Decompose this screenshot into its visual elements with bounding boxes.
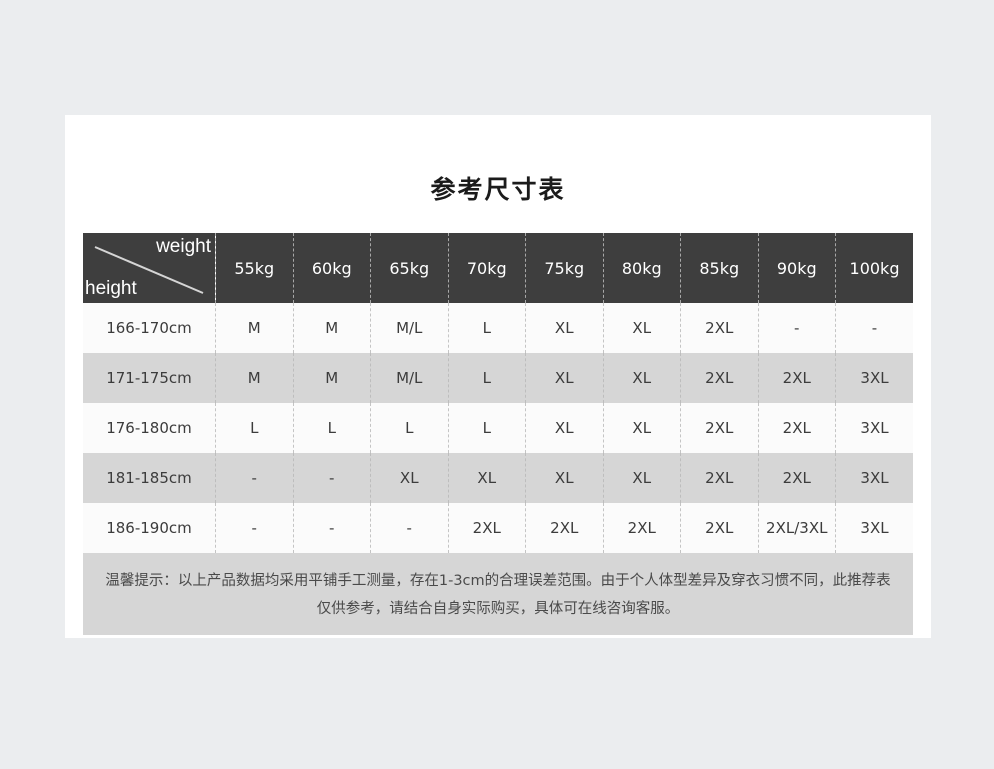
size-cell: -	[370, 503, 449, 553]
column-header-85kg: 85kg	[680, 233, 759, 303]
size-cell: XL	[525, 353, 604, 403]
size-cell: 2XL	[758, 403, 836, 453]
size-cell: 3XL	[860, 369, 889, 387]
row-header-height: 181-185cm	[83, 453, 216, 503]
size-cell: L	[448, 403, 526, 453]
size-cell: 2XL/3XL	[758, 503, 836, 553]
size-cell: XL	[448, 453, 526, 503]
size-cell: 2XL	[603, 503, 681, 553]
size-cell: -	[215, 453, 294, 503]
table-row: 176-180cm L L L L XL XL 2XL 2XL 3XL	[83, 403, 913, 453]
corner-header-cell: weight height	[83, 233, 216, 303]
table-row: 166-170cm M M M/L L XL XL 2XL - -	[83, 303, 913, 353]
size-cell: L	[215, 403, 294, 453]
page-title: 参考尺寸表	[430, 175, 566, 204]
size-cell: L	[448, 353, 526, 403]
size-cell: XL	[603, 303, 681, 353]
size-cell: M	[293, 303, 371, 353]
diagonal-divider-icon	[94, 246, 204, 294]
size-chart-card: 参考尺寸表 weight height 55kg 60kg	[65, 115, 931, 638]
corner-height-label: height	[85, 278, 137, 299]
size-cell: -	[215, 503, 294, 553]
size-cell: 2XL	[448, 503, 526, 553]
size-cell: -	[293, 453, 371, 503]
size-cell: XL	[370, 453, 449, 503]
size-cell: 2XL	[680, 503, 759, 553]
column-header-80kg: 80kg	[603, 233, 681, 303]
row-header-height: 176-180cm	[83, 403, 216, 453]
size-table-body: 166-170cm M M M/L L XL XL 2XL - - 171-17…	[83, 303, 913, 553]
size-table-header: weight height 55kg 60kg 65kg 70kg 75kg 8…	[83, 233, 913, 303]
column-header-60kg: 60kg	[293, 233, 371, 303]
size-table-container: weight height 55kg 60kg 65kg 70kg 75kg 8…	[83, 233, 913, 553]
table-row: 186-190cm - - - 2XL 2XL 2XL 2XL 2XL/3XL …	[83, 503, 913, 553]
size-cell: XL	[525, 403, 604, 453]
size-cell: -	[758, 303, 836, 353]
table-row: 181-185cm - - XL XL XL XL 2XL 2XL 3XL	[83, 453, 913, 503]
column-header-90kg: 90kg	[758, 233, 836, 303]
column-header-70kg: 70kg	[448, 233, 526, 303]
size-cell: 2XL	[680, 303, 759, 353]
size-cell: 2XL	[680, 353, 759, 403]
size-cell: M	[215, 353, 294, 403]
size-cell: 2XL	[525, 503, 604, 553]
corner-weight-label: weight	[156, 236, 211, 257]
size-cell: -	[293, 503, 371, 553]
size-cell: M/L	[370, 303, 449, 353]
size-cell: XL	[603, 353, 681, 403]
size-cell: L	[448, 303, 526, 353]
size-cell: XL	[525, 453, 604, 503]
size-cell: XL	[525, 303, 604, 353]
column-header-100kg: 100kg	[849, 258, 900, 278]
size-cell: M	[293, 353, 371, 403]
size-cell: 2XL	[758, 453, 836, 503]
row-header-height: 171-175cm	[83, 353, 216, 403]
size-cell: L	[293, 403, 371, 453]
size-cell: M	[215, 303, 294, 353]
size-cell: XL	[603, 403, 681, 453]
column-header-65kg: 65kg	[370, 233, 449, 303]
size-cell: 3XL	[860, 469, 889, 487]
header-row: weight height 55kg 60kg 65kg 70kg 75kg 8…	[83, 233, 913, 303]
size-cell: 3XL	[860, 419, 889, 437]
measurement-note: 温馨提示：以上产品数据均采用平铺手工测量，存在1-3cm的合理误差范围。由于个人…	[83, 553, 913, 635]
size-cell: 2XL	[680, 403, 759, 453]
size-cell: M/L	[370, 353, 449, 403]
size-cell: 2XL	[680, 453, 759, 503]
row-header-height: 186-190cm	[83, 503, 216, 553]
size-cell: L	[370, 403, 449, 453]
size-cell: XL	[603, 453, 681, 503]
size-cell: -	[871, 319, 878, 337]
column-header-75kg: 75kg	[525, 233, 604, 303]
size-cell: 2XL	[758, 353, 836, 403]
size-table: weight height 55kg 60kg 65kg 70kg 75kg 8…	[83, 233, 913, 553]
size-cell: 3XL	[860, 519, 889, 537]
table-row: 171-175cm M M M/L L XL XL 2XL 2XL 3XL	[83, 353, 913, 403]
column-header-55kg: 55kg	[215, 233, 294, 303]
row-header-height: 166-170cm	[83, 303, 216, 353]
